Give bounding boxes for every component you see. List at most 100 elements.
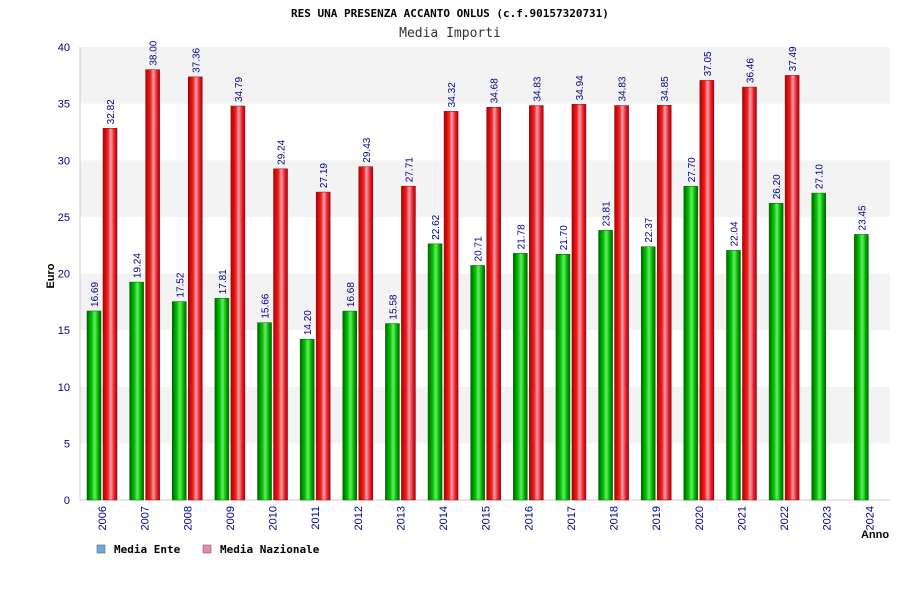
x-tick-label: 2022 bbox=[779, 506, 791, 530]
value-label: 23.45 bbox=[857, 205, 868, 230]
value-label: 21.70 bbox=[559, 225, 570, 250]
value-label: 37.05 bbox=[703, 51, 714, 76]
bar-media-ente bbox=[854, 234, 869, 501]
value-label: 34.83 bbox=[532, 76, 543, 101]
x-tick-label: 2019 bbox=[651, 506, 663, 530]
bar-media-ente bbox=[299, 338, 315, 501]
bar-media-ente bbox=[385, 323, 400, 501]
x-tick-label: 2021 bbox=[736, 506, 748, 530]
x-tick-label: 2011 bbox=[310, 506, 322, 530]
bar-media-ente bbox=[598, 230, 613, 501]
value-label: 34.79 bbox=[234, 77, 245, 102]
x-tick-label: 2006 bbox=[97, 506, 109, 530]
bar-media-nazionale bbox=[656, 105, 672, 501]
bar-media-ente bbox=[342, 310, 358, 501]
bar-media-nazionale bbox=[273, 168, 288, 501]
bar-media-nazionale bbox=[742, 86, 757, 501]
value-label: 34.83 bbox=[618, 76, 629, 101]
x-tick-label: 2007 bbox=[140, 506, 152, 530]
x-tick-label: 2010 bbox=[268, 506, 280, 530]
value-label: 27.71 bbox=[404, 157, 415, 182]
value-label: 37.49 bbox=[788, 46, 799, 71]
bar-media-ente bbox=[683, 186, 699, 501]
value-label: 34.32 bbox=[447, 82, 458, 107]
value-label: 23.81 bbox=[602, 201, 613, 226]
value-label: 17.52 bbox=[175, 272, 186, 297]
bar-media-nazionale bbox=[102, 128, 118, 501]
value-label: 22.62 bbox=[431, 214, 442, 239]
value-label: 16.68 bbox=[346, 282, 357, 307]
x-tick-label: 2016 bbox=[523, 506, 535, 530]
value-label: 17.81 bbox=[218, 269, 229, 294]
bar-media-nazionale bbox=[145, 69, 160, 501]
legend-label-media-ente: Media Ente bbox=[114, 543, 181, 556]
value-label: 27.70 bbox=[687, 157, 698, 182]
y-axis-ticks: 0 5 10 15 20 25 30 35 40 bbox=[58, 42, 70, 507]
bar-media-ente bbox=[640, 246, 656, 501]
legend-swatch-media-nazionale bbox=[202, 544, 212, 554]
bar-media-nazionale bbox=[614, 105, 629, 501]
x-axis-label: Anno bbox=[861, 529, 889, 541]
x-tick-label: 2017 bbox=[566, 506, 578, 530]
bar-media-nazionale bbox=[486, 106, 501, 501]
value-label: 38.00 bbox=[149, 40, 160, 65]
x-tick-label: 2018 bbox=[609, 506, 621, 530]
y-tick-label: 35 bbox=[58, 99, 70, 111]
chart-subtitle: Media Importi bbox=[399, 26, 501, 41]
x-tick-label: 2009 bbox=[225, 506, 237, 530]
value-label: 15.58 bbox=[388, 294, 399, 319]
y-tick-label: 30 bbox=[58, 155, 70, 167]
value-label: 14.20 bbox=[303, 310, 314, 335]
bar-media-ente bbox=[214, 298, 230, 501]
y-axis-label: Euro bbox=[45, 263, 57, 288]
y-tick-label: 15 bbox=[58, 325, 70, 337]
value-label: 29.43 bbox=[362, 137, 373, 162]
bar-media-ente bbox=[768, 203, 784, 501]
bar-media-ente bbox=[470, 265, 485, 501]
value-label: 37.36 bbox=[191, 47, 202, 72]
bar-media-nazionale bbox=[784, 75, 800, 501]
bar-media-ente bbox=[129, 281, 144, 501]
bar-media-ente bbox=[811, 192, 826, 501]
bar-media-nazionale bbox=[529, 105, 544, 501]
x-tick-label: 2008 bbox=[182, 506, 194, 530]
value-labels: 16.69 32.82 19.24 38.00 17.52 37.36 17.81 34.79… bbox=[90, 40, 868, 335]
value-label: 21.78 bbox=[516, 224, 527, 249]
bar-media-nazionale bbox=[571, 104, 587, 501]
x-tick-label: 2012 bbox=[353, 506, 365, 530]
bar-media-nazionale bbox=[358, 166, 374, 501]
y-tick-label: 0 bbox=[64, 495, 70, 507]
bar-media-ente bbox=[86, 310, 102, 501]
legend-label-media-nazionale: Media Nazionale bbox=[220, 543, 320, 556]
x-axis-ticks: 2006 2007 2008 2009 2010 2011 2012 2013 2014 2015… bbox=[97, 506, 876, 530]
legend: Media Ente Media Nazionale bbox=[96, 543, 320, 556]
bar-media-ente bbox=[555, 253, 571, 501]
value-label: 22.37 bbox=[644, 217, 655, 242]
bar-media-nazionale bbox=[188, 76, 203, 501]
y-tick-label: 25 bbox=[58, 212, 70, 224]
x-tick-label: 2015 bbox=[481, 506, 493, 530]
bar-media-ente bbox=[726, 250, 741, 501]
value-label: 27.19 bbox=[319, 163, 330, 188]
bar-media-nazionale bbox=[443, 111, 459, 501]
y-tick-label: 40 bbox=[58, 42, 70, 54]
x-tick-label: 2024 bbox=[864, 506, 876, 530]
value-label: 34.68 bbox=[490, 78, 501, 103]
y-tick-label: 5 bbox=[64, 438, 70, 450]
x-tick-label: 2014 bbox=[438, 506, 450, 530]
bar-media-ente bbox=[172, 301, 187, 501]
bar-media-ente bbox=[427, 243, 443, 501]
bar-media-nazionale bbox=[230, 105, 246, 501]
bar-media-nazionale bbox=[401, 185, 416, 501]
value-label: 36.46 bbox=[745, 58, 756, 83]
bar-media-nazionale bbox=[315, 191, 331, 501]
x-tick-label: 2023 bbox=[822, 506, 834, 530]
value-label: 16.69 bbox=[90, 282, 101, 307]
value-label: 34.94 bbox=[575, 75, 586, 100]
legend-swatch-media-ente bbox=[96, 544, 106, 554]
value-label: 32.82 bbox=[106, 99, 117, 124]
value-label: 27.10 bbox=[815, 164, 826, 189]
value-label: 19.24 bbox=[133, 253, 144, 278]
value-label: 34.85 bbox=[660, 76, 671, 101]
